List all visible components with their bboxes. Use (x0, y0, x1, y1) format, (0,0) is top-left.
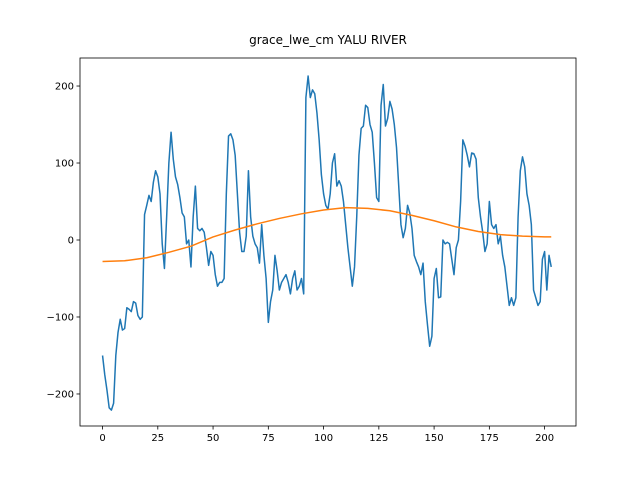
x-tick-label: 100 (314, 433, 333, 444)
x-tick-label: 125 (369, 433, 388, 444)
x-tick-label: 50 (207, 433, 220, 444)
axes-frame (79, 57, 577, 427)
x-tick-label: 75 (262, 433, 275, 444)
y-tick-label: 100 (55, 159, 74, 170)
line-series (102, 206, 552, 263)
x-tick-label: 0 (99, 433, 105, 444)
y-tick-label: 0 (68, 235, 74, 246)
x-tick-label: 175 (480, 433, 499, 444)
x-tick-label: 25 (151, 433, 164, 444)
y-tick-label: 200 (55, 82, 74, 93)
line-series (101, 75, 552, 411)
y-tick-label: −200 (47, 389, 74, 400)
chart-title: grace_lwe_cm YALU RIVER (249, 33, 407, 47)
x-tick-label: 200 (535, 433, 554, 444)
x-tick-label: 150 (425, 433, 444, 444)
y-tick-label: −100 (47, 312, 74, 323)
